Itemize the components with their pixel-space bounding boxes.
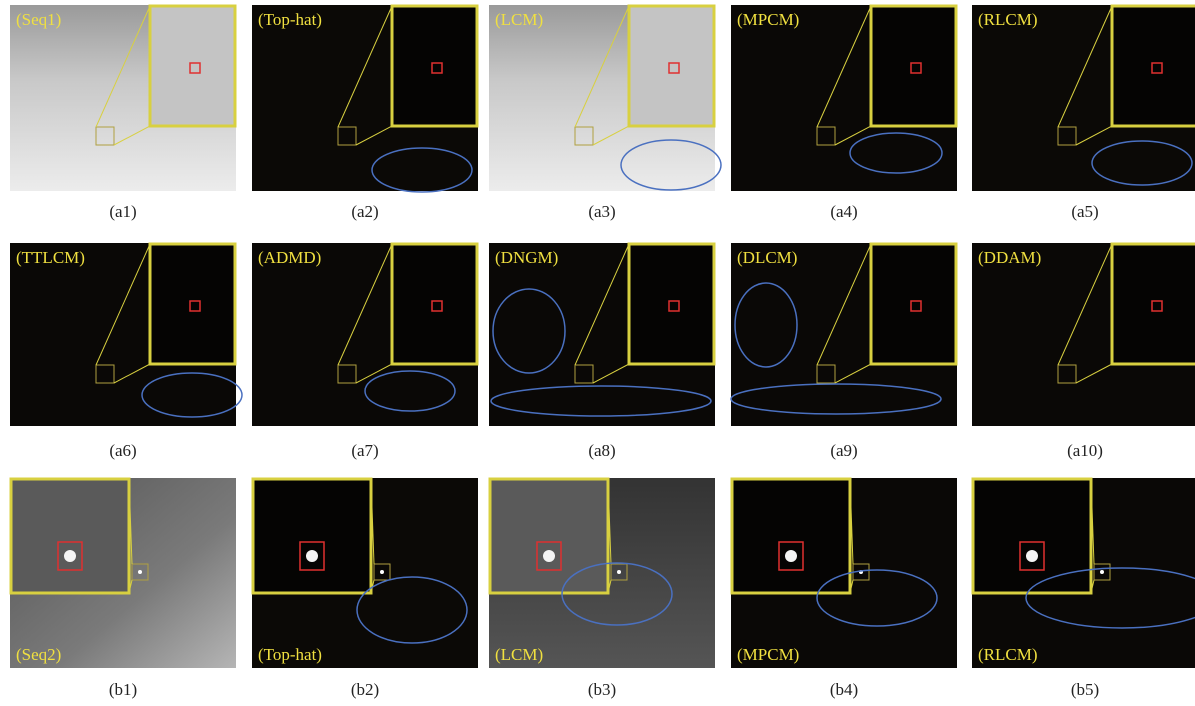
panel: (Top-hat) <box>252 478 478 668</box>
target-dot <box>1100 570 1104 574</box>
target <box>306 550 318 562</box>
panel: (TTLCM) <box>10 243 242 426</box>
caption: (a8) <box>588 441 615 460</box>
target-dot <box>380 570 384 574</box>
caption: (a9) <box>830 441 857 460</box>
method-label: (ADMD) <box>258 248 321 267</box>
panel: (DLCM) <box>731 243 957 426</box>
figure: (Seq1) (a1) (Top-hat) (a2) (LCM) (a3) (MPCM) (a… <box>0 0 1195 706</box>
panel: (LCM) <box>489 5 721 191</box>
panel: (Seq1) <box>10 5 236 191</box>
inset <box>871 244 956 364</box>
method-label: (RLCM) <box>978 645 1038 664</box>
method-label: (Seq1) <box>16 10 61 29</box>
inset <box>973 479 1091 593</box>
method-label: (LCM) <box>495 645 543 664</box>
target-dot <box>617 570 621 574</box>
inset <box>1112 6 1195 126</box>
panel: (Seq2) <box>10 478 236 668</box>
caption: (a4) <box>830 202 857 221</box>
panel: (RLCM) <box>972 5 1195 191</box>
panel: (ADMD) <box>252 243 478 426</box>
caption: (b1) <box>109 680 137 699</box>
caption: (b5) <box>1071 680 1099 699</box>
method-label: (DDAM) <box>978 248 1041 267</box>
panel: (LCM) <box>489 478 715 668</box>
inset <box>11 479 129 593</box>
caption: (a5) <box>1071 202 1098 221</box>
inset <box>871 6 956 126</box>
target <box>785 550 797 562</box>
panel: (MPCM) <box>731 5 957 191</box>
panel: (MPCM) <box>731 478 957 668</box>
inset <box>629 6 714 126</box>
inset <box>392 244 477 364</box>
caption: (b3) <box>588 680 616 699</box>
inset <box>732 479 850 593</box>
inset <box>392 6 477 126</box>
method-label: (Seq2) <box>16 645 61 664</box>
target <box>543 550 555 562</box>
panel: (DNGM) <box>489 243 715 426</box>
panel: (Top-hat) <box>252 5 478 192</box>
method-label: (Top-hat) <box>258 10 322 29</box>
inset <box>490 479 608 593</box>
inset <box>253 479 371 593</box>
caption: (a7) <box>351 441 378 460</box>
method-label: (LCM) <box>495 10 543 29</box>
inset <box>629 244 714 364</box>
inset <box>150 244 235 364</box>
method-label: (MPCM) <box>737 645 799 664</box>
inset <box>1112 244 1195 364</box>
method-label: (MPCM) <box>737 10 799 29</box>
method-label: (Top-hat) <box>258 645 322 664</box>
method-label: (DLCM) <box>737 248 797 267</box>
panel: (RLCM) <box>972 478 1195 668</box>
caption: (b2) <box>351 680 379 699</box>
caption: (a2) <box>351 202 378 221</box>
method-label: (DNGM) <box>495 248 558 267</box>
target-dot <box>138 570 142 574</box>
caption: (a3) <box>588 202 615 221</box>
caption: (a10) <box>1067 441 1103 460</box>
inset <box>150 6 235 126</box>
method-label: (TTLCM) <box>16 248 85 267</box>
target <box>64 550 76 562</box>
caption: (a1) <box>109 202 136 221</box>
panel: (DDAM) <box>972 243 1195 426</box>
method-label: (RLCM) <box>978 10 1038 29</box>
caption: (a6) <box>109 441 136 460</box>
caption: (b4) <box>830 680 858 699</box>
target <box>1026 550 1038 562</box>
